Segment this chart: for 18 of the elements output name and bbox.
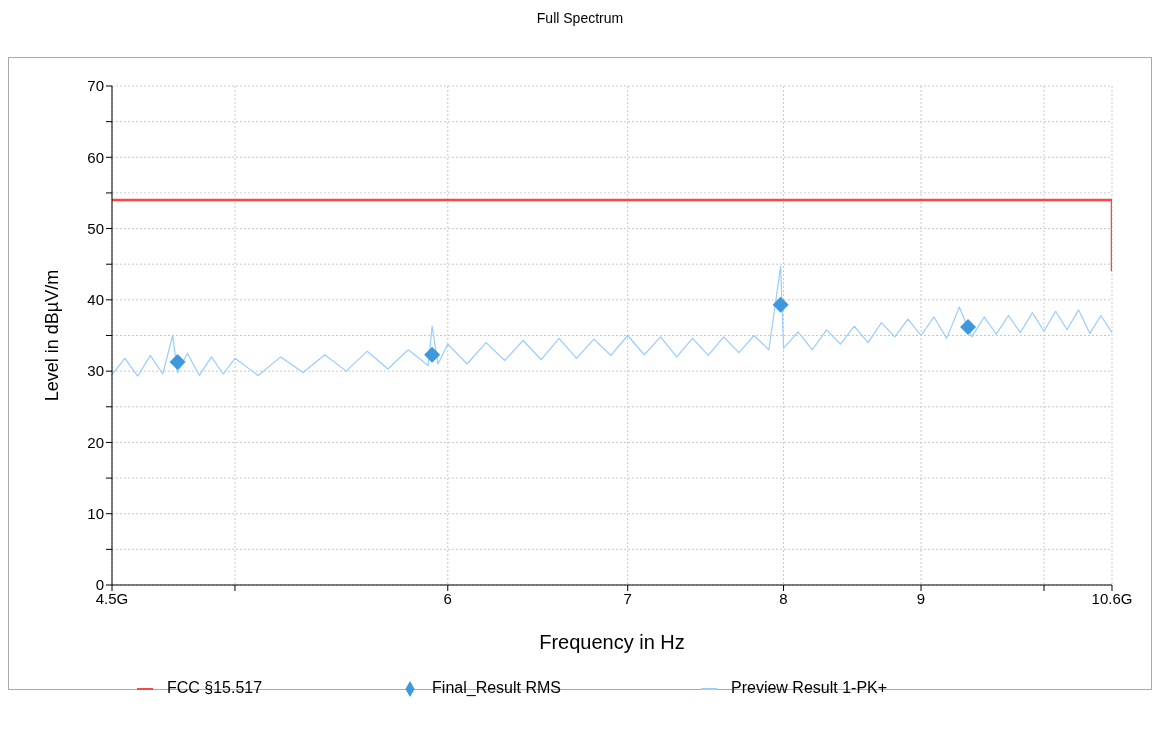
y-tick-label: 20 xyxy=(87,433,104,451)
legend-label: Preview Result 1-PK+ xyxy=(731,679,888,696)
x-tick-label: 9 xyxy=(916,589,926,607)
chart-title: Full Spectrum xyxy=(535,10,625,26)
legend-label: Final_Result RMS xyxy=(432,679,562,696)
y-axis-title: Level in dBµV/m xyxy=(42,269,63,402)
y-tick-label: 40 xyxy=(87,291,104,309)
y-tick-label: 30 xyxy=(87,362,104,380)
y-tick-label: 10 xyxy=(87,505,104,523)
x-tick-label: 7 xyxy=(623,589,632,607)
y-tick-label: 60 xyxy=(87,148,104,166)
legend-label: FCC §15.517 xyxy=(166,679,263,696)
x-tick-label: 6 xyxy=(443,589,452,607)
x-tick-label: 10.6G xyxy=(1091,589,1133,607)
x-tick-label: 8 xyxy=(779,589,788,607)
y-tick-label: 50 xyxy=(87,219,104,237)
y-tick-label: 70 xyxy=(87,77,104,95)
x-axis-title: Frequency in Hz xyxy=(539,631,685,653)
